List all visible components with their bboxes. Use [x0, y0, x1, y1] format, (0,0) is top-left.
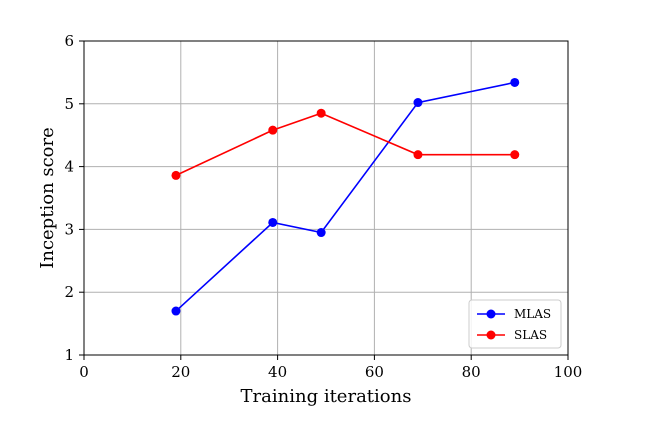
data-point-mlas — [316, 228, 326, 238]
y-axis-title: Inception score — [37, 127, 58, 269]
series-line-mlas — [175, 81, 515, 312]
x-tick-label: 40 — [268, 363, 287, 381]
y-tick-label: 3 — [64, 220, 74, 238]
data-point-slas — [268, 125, 278, 135]
series-line-slas — [175, 112, 515, 177]
series-layer — [171, 77, 520, 316]
data-point-mlas — [510, 77, 520, 87]
y-tick-label: 2 — [64, 283, 74, 301]
x-tick-label: 80 — [462, 363, 481, 381]
legend-marker-mlas — [486, 309, 496, 319]
y-tick-label: 6 — [64, 32, 74, 50]
y-tick-label: 4 — [64, 158, 74, 176]
data-point-mlas — [268, 217, 278, 227]
y-tick-label: 1 — [64, 346, 74, 364]
x-axis-title: Training iterations — [241, 386, 412, 407]
legend: MLAS SLAS — [468, 299, 562, 349]
data-point-slas — [171, 170, 181, 180]
x-tick-label: 60 — [365, 363, 384, 381]
data-point-slas — [510, 150, 520, 160]
data-point-mlas — [171, 306, 181, 316]
plot-frame — [83, 40, 569, 356]
legend-label-mlas: MLAS — [514, 307, 551, 321]
legend-marker-slas — [486, 330, 496, 340]
y-tick-label: 5 — [64, 95, 74, 113]
data-point-slas — [316, 108, 326, 118]
x-tick-label: 100 — [554, 363, 583, 381]
axis-ticks: 0 20 40 60 80 100 1 2 3 4 5 6 — [64, 32, 582, 381]
legend-label-slas: SLAS — [514, 328, 547, 342]
data-point-mlas — [413, 98, 423, 108]
data-point-slas — [413, 150, 423, 160]
x-tick-label: 0 — [79, 363, 89, 381]
x-tick-label: 20 — [171, 363, 190, 381]
